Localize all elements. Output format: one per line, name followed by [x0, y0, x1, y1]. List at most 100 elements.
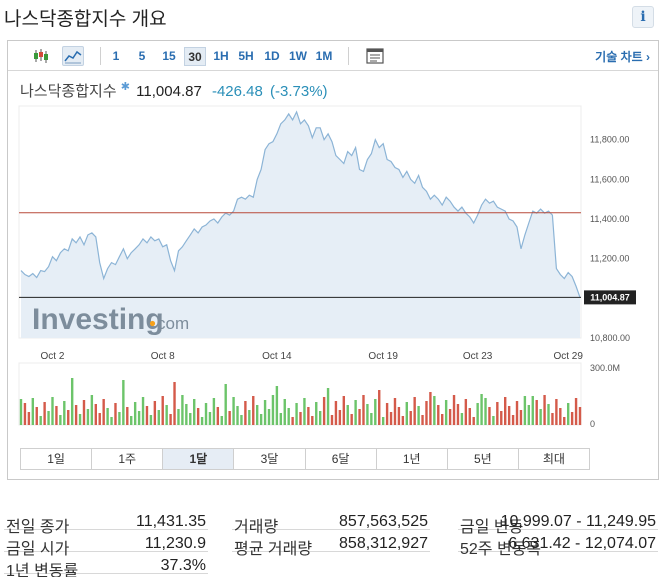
volume-bar [350, 414, 353, 425]
x-tick-label: Oct 14 [262, 351, 292, 362]
stat-row: 1년 변동률 37.3% [4, 554, 208, 577]
volume-bar [94, 404, 97, 425]
volume-axis-zero: 0 [590, 419, 595, 429]
volume-bar [507, 406, 511, 425]
volume-bar [393, 398, 397, 425]
volume-bar [472, 417, 475, 425]
x-axis: Oct 2 Oct 8 Oct 14 Oct 19 Oct 23 Oct 29 [41, 351, 584, 362]
y-tick-label: 11,200.00 [590, 254, 629, 264]
volume-bar [484, 398, 487, 425]
volume-bar [283, 399, 286, 425]
range-tab[interactable]: 1년 [377, 449, 448, 469]
volume-bar [326, 388, 330, 425]
range-tab[interactable]: 1일 [21, 449, 93, 469]
volume-bar [370, 413, 373, 425]
volume-bar [102, 399, 105, 425]
volume-bar [31, 398, 35, 425]
period-15-button[interactable]: 15 [162, 49, 176, 63]
period-1m-button[interactable]: 1M [315, 49, 333, 63]
period-30-button[interactable]: 30 [184, 47, 206, 66]
svg-text:Investing: Investing [32, 303, 164, 336]
range-tab[interactable]: 1달 [163, 449, 235, 469]
volume-bar [417, 406, 420, 425]
period-1-button[interactable]: 1 [112, 49, 120, 63]
period-1w-button[interactable]: 1W [289, 49, 307, 63]
volume-bar [515, 401, 519, 425]
settings-panel-icon[interactable] [364, 46, 386, 66]
volume-bar [322, 397, 326, 425]
volume-bar [401, 416, 405, 425]
last-price-label: 11,004.87 [590, 292, 630, 302]
volume-bar [263, 400, 267, 425]
volume-bar [456, 404, 460, 425]
volume-bar [385, 403, 389, 425]
stat-row: 52주 변동폭 6,631.42 - 12,074.07 [458, 532, 658, 558]
volume-bar [444, 400, 448, 425]
volume-bar [397, 407, 401, 425]
volume-bar [67, 410, 70, 425]
period-5-button[interactable]: 5 [138, 49, 146, 63]
volume-bar [519, 410, 523, 425]
volume-bar [248, 410, 251, 425]
volume-bar [559, 408, 562, 425]
range-tab[interactable]: 3달 [234, 449, 306, 469]
info-icon[interactable]: i [632, 6, 654, 28]
volume-bar [346, 405, 349, 425]
volume-bar [358, 409, 361, 425]
volume-bar [173, 382, 176, 425]
candlestick-icon[interactable] [30, 46, 52, 66]
period-1h-button[interactable]: 1H [213, 49, 229, 63]
volume-bar [122, 380, 125, 425]
volume-bar [413, 397, 416, 425]
volume-bar [220, 416, 223, 425]
volume-bar [244, 401, 247, 425]
y-tick-label: 11,400.00 [590, 214, 629, 224]
volume-bar [165, 405, 168, 425]
volume-bar [126, 407, 129, 425]
toolbar-divider [100, 47, 101, 65]
stat-label: 52주 변동폭 [460, 541, 542, 558]
volume-bar [232, 397, 235, 425]
volume-bar [409, 411, 412, 425]
volume-bar [161, 396, 164, 425]
volume-bar [315, 402, 318, 425]
stat-value: 11,230.9 [144, 535, 206, 552]
volume-bar [63, 401, 66, 425]
stat-row: 전일 종가 11,431.35 [4, 510, 208, 536]
stat-value: 11,431.35 [136, 513, 206, 530]
volume-bar [137, 411, 141, 425]
volume-bar [196, 408, 200, 425]
period-5h-button[interactable]: 5H [238, 49, 254, 63]
volume-bar [555, 399, 558, 425]
area-chart-icon[interactable] [62, 46, 84, 66]
volume-bar [47, 411, 50, 425]
range-tab[interactable]: 5년 [448, 449, 519, 469]
volume-bar [437, 405, 440, 425]
range-tab[interactable]: 1주 [92, 449, 164, 469]
range-tab[interactable]: 최대 [542, 452, 565, 466]
x-tick-label: Oct 29 [553, 351, 583, 362]
volume-bar [86, 409, 90, 425]
x-tick-label: Oct 23 [463, 351, 493, 362]
stat-value: 857,563,525 [339, 513, 428, 530]
stat-label: 평균 거래량 [234, 541, 313, 558]
volume-bar [27, 412, 31, 425]
volume-bar [311, 416, 314, 425]
stat-row: 금일 시가 11,230.9 [4, 532, 208, 558]
volume-bar [35, 407, 38, 425]
volume-bar [362, 395, 365, 425]
volume-bar [429, 392, 432, 425]
quote-change: -426.48 [211, 83, 263, 100]
volume-bar [55, 406, 58, 425]
volume-bar [19, 399, 23, 425]
tech-chart-link[interactable]: 기술 차트 › [595, 50, 650, 64]
volume-bar [366, 404, 369, 425]
range-tab[interactable]: 6달 [306, 449, 377, 469]
volume-bar [169, 414, 172, 425]
volume-bar [236, 406, 239, 425]
volume-bar [240, 415, 243, 425]
price-chart[interactable]: 11,004.87 Investing com 11,800.00 11,600.… [8, 41, 658, 441]
volume-bar [259, 414, 263, 425]
volume-bar [267, 409, 271, 425]
period-1d-button[interactable]: 1D [264, 49, 280, 63]
